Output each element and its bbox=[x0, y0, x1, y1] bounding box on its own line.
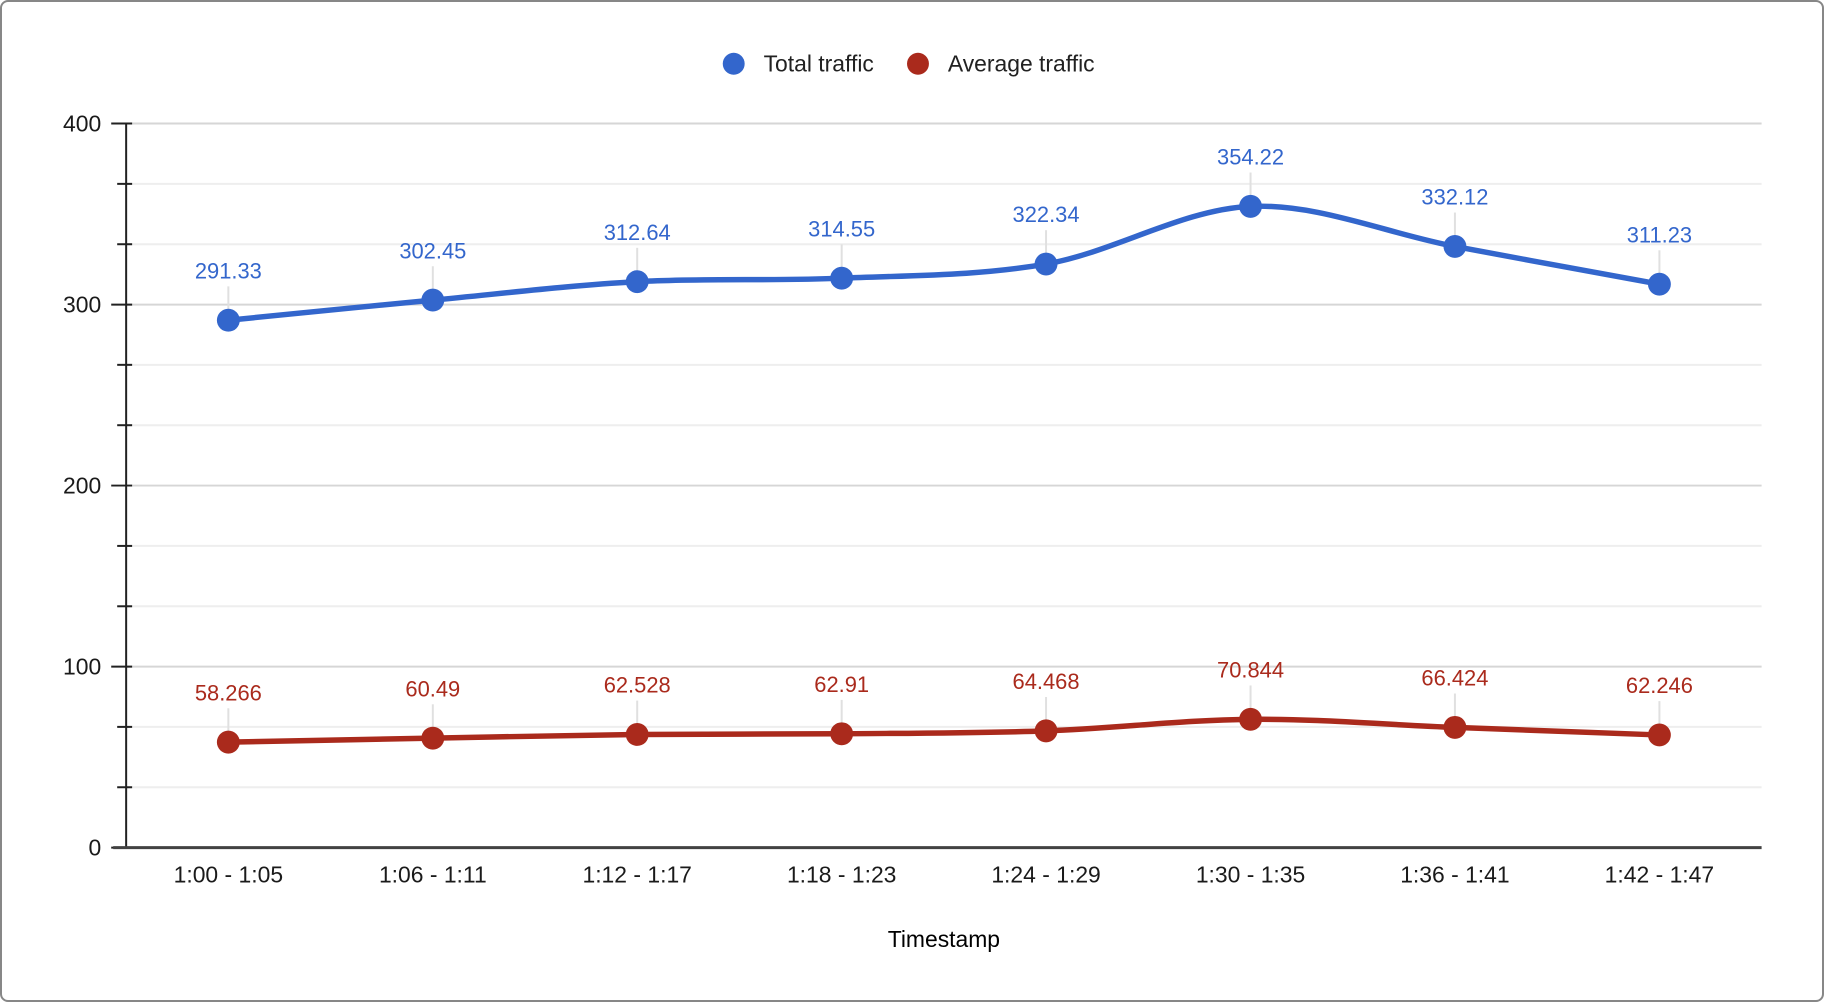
data-point-total-traffic[interactable] bbox=[1443, 234, 1467, 258]
data-point-label: 58.266 bbox=[195, 680, 262, 705]
series-line-average-traffic bbox=[225, 716, 1663, 745]
x-tick-label: 1:00 - 1:05 bbox=[174, 861, 283, 887]
x-tick-label: 1:12 - 1:17 bbox=[582, 861, 691, 887]
data-point-total-traffic[interactable] bbox=[625, 270, 649, 294]
data-point-label: 62.91 bbox=[814, 672, 869, 697]
data-point-total-traffic[interactable] bbox=[830, 266, 854, 290]
data-point-label: 354.22 bbox=[1217, 145, 1284, 170]
data-point-average-traffic[interactable] bbox=[830, 722, 854, 746]
y-tick-label: 0 bbox=[89, 835, 102, 861]
data-point-average-traffic[interactable] bbox=[216, 730, 240, 754]
data-point-label: 60.49 bbox=[405, 676, 460, 701]
data-point-label: 312.64 bbox=[604, 220, 671, 245]
y-tick-label: 300 bbox=[63, 292, 101, 318]
x-tick-label: 1:42 - 1:47 bbox=[1605, 861, 1714, 887]
legend-label: Total traffic bbox=[764, 51, 874, 77]
y-tick-label: 400 bbox=[63, 110, 101, 136]
legend-item-total-traffic[interactable]: Total traffic bbox=[722, 51, 874, 77]
x-tick-label: 1:18 - 1:23 bbox=[787, 861, 896, 887]
data-point-average-traffic[interactable] bbox=[1034, 719, 1058, 743]
x-tick-label: 1:30 - 1:35 bbox=[1196, 861, 1305, 887]
data-point-total-traffic[interactable] bbox=[216, 308, 240, 332]
x-tick-label: 1:06 - 1:11 bbox=[379, 861, 487, 887]
x-tick-label: 1:24 - 1:29 bbox=[991, 861, 1100, 887]
data-point-average-traffic[interactable] bbox=[1647, 723, 1671, 747]
data-point-label: 70.844 bbox=[1217, 657, 1284, 682]
data-point-label: 291.33 bbox=[195, 258, 262, 283]
legend-swatch-icon bbox=[722, 52, 745, 75]
data-point-total-traffic[interactable] bbox=[1239, 194, 1262, 218]
data-point-total-traffic[interactable] bbox=[1647, 272, 1671, 296]
series-line-total-traffic bbox=[225, 203, 1663, 323]
data-point-average-traffic[interactable] bbox=[625, 723, 649, 746]
data-point-label: 64.468 bbox=[1013, 669, 1080, 694]
legend-label: Average traffic bbox=[948, 51, 1095, 77]
data-point-average-traffic[interactable] bbox=[421, 726, 445, 750]
data-point-label: 302.45 bbox=[399, 238, 466, 263]
y-tick-label: 100 bbox=[63, 654, 101, 680]
data-point-total-traffic[interactable] bbox=[1034, 252, 1058, 276]
data-point-average-traffic[interactable] bbox=[1239, 707, 1262, 731]
data-point-label: 66.424 bbox=[1421, 666, 1488, 691]
legend-swatch-icon bbox=[907, 52, 929, 75]
data-point-label: 62.528 bbox=[604, 673, 671, 698]
legend-item-average-traffic[interactable]: Average traffic bbox=[907, 51, 1095, 77]
data-point-total-traffic[interactable] bbox=[421, 288, 445, 312]
data-point-label: 311.23 bbox=[1627, 222, 1692, 247]
data-point-label: 62.246 bbox=[1626, 673, 1693, 698]
data-point-label: 322.34 bbox=[1013, 202, 1080, 227]
x-tick-label: 1:36 - 1:41 bbox=[1400, 861, 1509, 887]
y-tick-label: 200 bbox=[63, 473, 101, 499]
data-point-label: 314.55 bbox=[808, 216, 875, 241]
data-point-average-traffic[interactable] bbox=[1443, 715, 1467, 739]
x-axis-title: Timestamp bbox=[888, 926, 1000, 952]
data-point-label: 332.12 bbox=[1421, 185, 1488, 210]
